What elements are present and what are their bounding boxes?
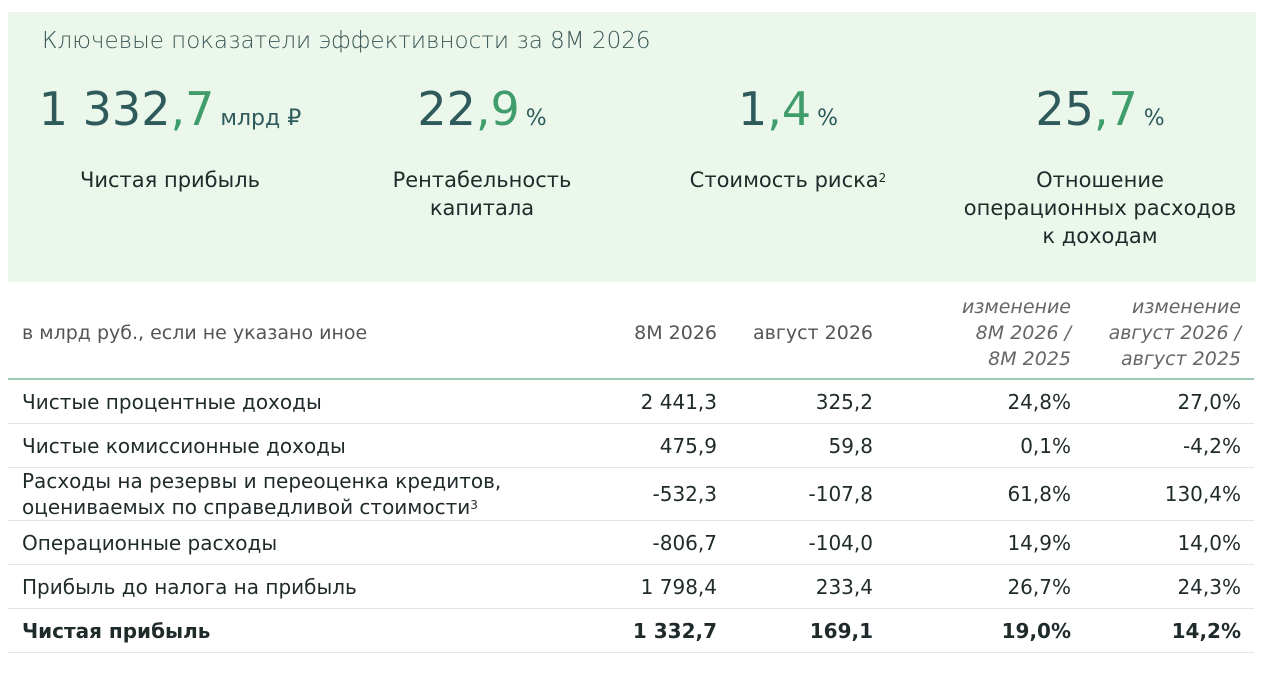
cell: -532,3: [600, 467, 730, 521]
table-row: Чистая прибыль 1 332,7 169,1 19,0% 14,2%: [8, 608, 1254, 653]
footnote: 3: [470, 498, 478, 512]
kpi: 1 332,7 млрд ₽ Чистая прибыль: [15, 82, 325, 194]
cell: 130,4%: [1084, 467, 1254, 521]
row-label-line: Чистая прибыль: [22, 618, 211, 643]
header-line: 8М 2026: [634, 322, 717, 344]
table-row: Прибыль до налога на прибыль 1 798,4 233,4…: [8, 564, 1254, 609]
kpi-label: Отношение операционных расходов к доходам: [945, 166, 1255, 250]
kpi-value: 22,9: [417, 82, 520, 136]
row-label-line: Чистые процентные доходы: [22, 389, 322, 414]
table-row: Операционные расходы -806,7 -104,0 14,9% 14,…: [8, 520, 1254, 565]
header-line: изменение: [961, 296, 1071, 318]
header-line: август 2025: [1121, 348, 1241, 370]
row-label-line: Чистые комиссионные доходы: [22, 433, 346, 458]
header-line: 8М 2025: [988, 348, 1071, 370]
header-line: 8М 2026 /: [975, 322, 1071, 344]
kpi-label-line: Отношение: [1036, 168, 1164, 192]
kpi-panel: Ключевые показатели эффективности за 8М …: [8, 12, 1256, 282]
kpi-label-line: операционных расходов: [963, 196, 1237, 220]
cell: 59,8: [730, 423, 886, 468]
kpi-label-line: к доходам: [1042, 224, 1158, 248]
kpi-value: 25,7: [1035, 82, 1138, 136]
cell: -107,8: [730, 467, 886, 521]
column-header: август 2026: [730, 288, 886, 380]
column-header: изменение август 2026 / август 2025: [1084, 288, 1254, 380]
results-table: в млрд руб., если не указано иное 8М 2026…: [8, 288, 1254, 653]
row-label: Чистые процентные доходы: [8, 379, 600, 424]
kpi-label-line: Рентабельность: [392, 168, 572, 192]
kpi-label-line: капитала: [429, 196, 535, 220]
row-label-line: Расходы на резервы и переоценка кредитов…: [22, 469, 502, 493]
cell: 325,2: [730, 379, 886, 424]
kpi-value-line: 25,7%: [945, 82, 1255, 142]
cell: 19,0%: [886, 608, 1084, 653]
cell: 169,1: [730, 608, 886, 653]
cell: 475,9: [600, 423, 730, 468]
cell: 14,9%: [886, 520, 1084, 565]
cell: -806,7: [600, 520, 730, 565]
row-label-line: Операционные расходы: [22, 530, 278, 555]
cell: 0,1%: [886, 423, 1084, 468]
column-header: 8М 2026: [600, 288, 730, 380]
cell: 1 798,4: [600, 564, 730, 609]
kpi-label: Чистая прибыль: [15, 166, 325, 194]
cell: 27,0%: [1084, 379, 1254, 424]
header-line: август 2026: [753, 322, 873, 344]
kpi-label-line: Чистая прибыль: [79, 168, 261, 192]
column-header: изменение 8М 2026 / 8М 2025: [886, 288, 1084, 380]
row-label: Операционные расходы: [8, 520, 600, 565]
row-label: Чистая прибыль: [8, 608, 600, 653]
kpi-label: Стоимость риска2: [633, 166, 943, 194]
kpi: 1,4% Стоимость риска2: [633, 82, 943, 194]
kpi-value: 1 332,7: [38, 82, 215, 136]
cell: 24,8%: [886, 379, 1084, 424]
footnote: 2: [878, 171, 887, 185]
kpi-unit: %: [817, 106, 839, 131]
cell: 2 441,3: [600, 379, 730, 424]
table-row: Чистые процентные доходы 2 441,3 325,2 24,8…: [8, 379, 1254, 424]
cell: 1 332,7: [600, 608, 730, 653]
cell: 24,3%: [1084, 564, 1254, 609]
header-row: в млрд руб., если не указано иное 8М 2026…: [8, 288, 1254, 380]
header-line: в млрд руб., если не указано иное: [22, 322, 368, 344]
row-label: Чистые комиссионные доходы: [8, 423, 600, 468]
kpi-unit: %: [1143, 106, 1165, 131]
table-row: Расходы на резервы и переоценка кредитов…: [8, 467, 1254, 521]
kpi-value-line: 1,4%: [633, 82, 943, 142]
cell: 233,4: [730, 564, 886, 609]
cell: 14,2%: [1084, 608, 1254, 653]
kpi-unit: %: [525, 106, 547, 131]
column-header: в млрд руб., если не указано иное: [8, 288, 600, 380]
kpi: 25,7% Отношение операционных расходов к дох…: [945, 82, 1255, 250]
kpi-value-line: 22,9%: [327, 82, 637, 142]
header-line: изменение: [1131, 296, 1241, 318]
kpi-unit: млрд ₽: [220, 106, 302, 131]
cell: 14,0%: [1084, 520, 1254, 565]
kpi-label: Рентабельность капитала: [327, 166, 637, 222]
kpi: 22,9% Рентабельность капитала: [327, 82, 637, 222]
row-label-line: Прибыль до налога на прибыль: [22, 574, 357, 599]
cell: -4,2%: [1084, 423, 1254, 468]
cell: 26,7%: [886, 564, 1084, 609]
header-line: август 2026 /: [1108, 322, 1241, 344]
cell: 61,8%: [886, 467, 1084, 521]
row-label: Прибыль до налога на прибыль: [8, 564, 600, 609]
row-label: Расходы на резервы и переоценка кредитов…: [8, 467, 600, 521]
kpi-label-line: Стоимость риска: [689, 168, 879, 192]
kpi-value-line: 1 332,7 млрд ₽: [15, 82, 325, 142]
row-label-line: оцениваемых по справедливой стоимости: [22, 495, 471, 519]
table-row: Чистые комиссионные доходы 475,9 59,8 0,1% -…: [8, 423, 1254, 468]
panel-title: Ключевые показатели эффективности за 8М …: [42, 28, 651, 54]
kpi-value: 1,4: [737, 82, 812, 136]
cell: -104,0: [730, 520, 886, 565]
